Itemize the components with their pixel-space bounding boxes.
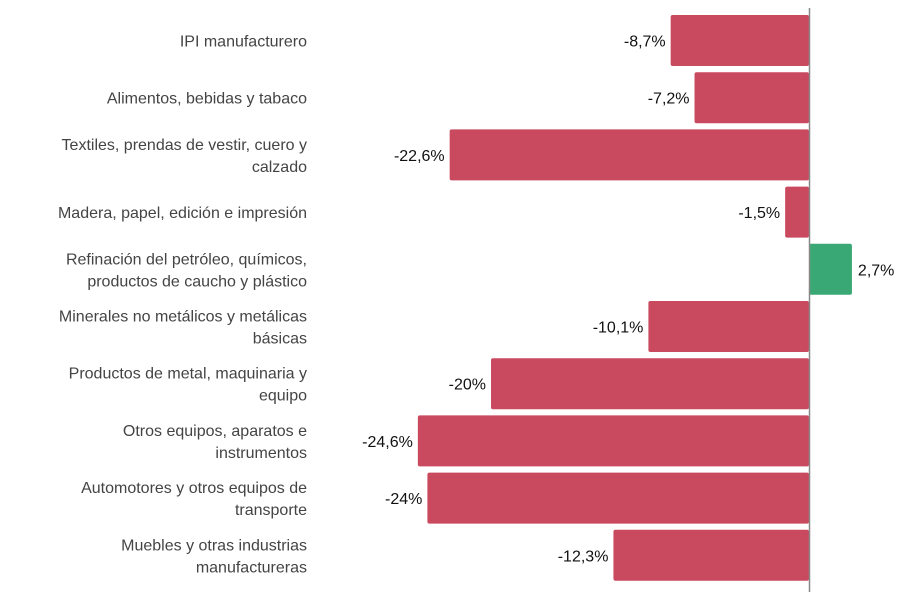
category-label: básicas (253, 331, 307, 348)
data-label: -20% (449, 377, 486, 394)
category-label: Muebles y otras industrias (121, 537, 307, 554)
bar (670, 15, 809, 66)
category-label: Refinación del petróleo, químicos, (66, 251, 307, 268)
data-label: 2,7% (858, 262, 894, 279)
bar (427, 472, 809, 524)
category-label: Alimentos, bebidas y tabaco (107, 91, 307, 108)
data-label: -8,7% (624, 34, 666, 51)
bar (491, 358, 809, 410)
category-label: Productos de metal, maquinaria y (69, 366, 307, 383)
bar (449, 129, 809, 181)
data-label: -12,3% (558, 548, 609, 565)
category-label: Otros equipos, aparatos e (123, 423, 307, 440)
category-label: instrumentos (215, 445, 307, 462)
category-label: Textiles, prendas de vestir, cuero y (62, 137, 307, 154)
bar (613, 529, 809, 581)
category-label: calzado (252, 159, 307, 176)
data-label: -1,5% (738, 205, 780, 222)
category-label: equipo (259, 388, 307, 405)
bar (417, 415, 809, 467)
data-label: -10,1% (593, 320, 644, 337)
data-label: -22,6% (394, 148, 445, 165)
data-label: -24,6% (362, 434, 413, 451)
bar (694, 72, 809, 124)
category-label: IPI manufacturero (180, 34, 307, 51)
data-label: -7,2% (648, 91, 690, 108)
category-label: Minerales no metálicos y metálicas (59, 309, 307, 326)
bar (648, 301, 809, 352)
category-label: Automotores y otros equipos de (81, 480, 307, 497)
bar (809, 243, 852, 295)
category-label: Madera, papel, edición e impresión (58, 205, 307, 222)
category-label: manufactureras (196, 559, 307, 576)
data-label: -24% (385, 491, 422, 508)
category-label: transporte (235, 502, 307, 519)
bar (785, 186, 809, 238)
category-label: productos de caucho y plástico (87, 273, 307, 290)
